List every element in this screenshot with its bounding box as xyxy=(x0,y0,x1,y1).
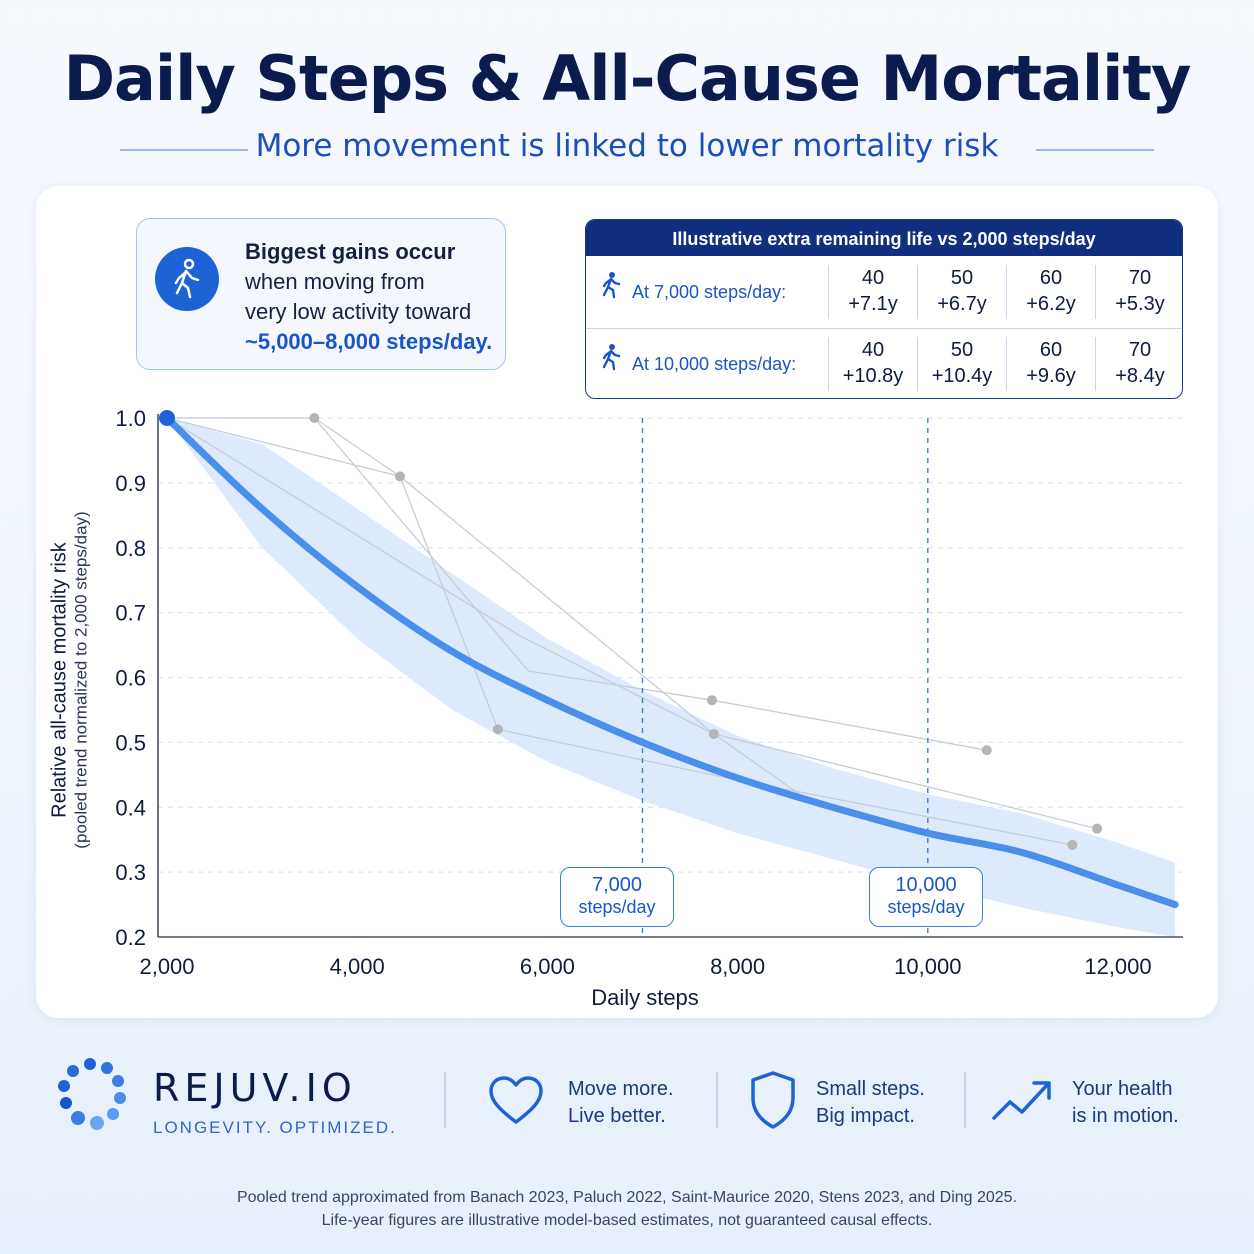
feature-health-motion: Your health is in motion. xyxy=(992,1070,1212,1134)
shield-icon xyxy=(751,1071,795,1129)
subtitle-rule-right xyxy=(1036,149,1154,151)
study-point xyxy=(1092,823,1103,834)
x-tick-label: 2,000 xyxy=(139,954,194,979)
brand-tagline: LONGEVITY. OPTIMIZED. xyxy=(153,1118,397,1137)
footnote: Pooled trend approximated from Banach 20… xyxy=(0,1186,1254,1232)
subtitle-row: More movement is linked to lower mortali… xyxy=(0,128,1254,172)
footnote-line-1: Pooled trend approximated from Banach 20… xyxy=(236,1189,1018,1206)
life-table-cell: 60 +9.6y xyxy=(1006,337,1095,391)
life-table-cell: 50 +6.7y xyxy=(917,265,1006,319)
life-table-row: At 7,000 steps/day: 40 +7.1y 50 +6.7y 60 +6… xyxy=(586,257,1182,327)
y-tick-label: 1.0 xyxy=(115,406,146,431)
life-table-row-label: At 10,000 steps/day: xyxy=(632,354,797,374)
life-table-cell: 50 +10.4y xyxy=(917,337,1006,391)
confidence-band xyxy=(167,418,1176,937)
page-title: Daily Steps & All-Cause Mortality xyxy=(63,42,1192,115)
x-tick-label: 6,000 xyxy=(520,954,575,979)
study-point xyxy=(394,471,405,482)
y-tick-label: 0.2 xyxy=(115,925,146,950)
y-tick-label: 0.5 xyxy=(115,730,146,755)
subtitle-rule-left xyxy=(120,149,248,151)
trend-line xyxy=(163,414,1179,909)
study-line xyxy=(166,417,805,799)
trend-up-icon xyxy=(992,1081,1051,1120)
brand-logo-icon xyxy=(58,1058,126,1130)
study-point xyxy=(492,724,503,735)
x-tick-label: 10,000 xyxy=(894,954,961,979)
life-table-cell: 70 +8.4y xyxy=(1095,337,1182,391)
life-table-row-label: At 7,000 steps/day: xyxy=(632,282,787,302)
study-line xyxy=(166,417,1098,830)
page-subtitle: More movement is linked to lower mortali… xyxy=(255,128,999,164)
feature-small-steps: Small steps. Big impact. xyxy=(748,1070,958,1134)
insight-callout: Biggest gains occur when moving from ver… xyxy=(136,218,506,370)
callout-line-2: when moving from xyxy=(245,269,425,294)
life-table-cell: 40 +10.8y xyxy=(828,337,917,391)
feature-move-more: Move more. Live better. xyxy=(488,1070,708,1134)
y-tick-label: 0.3 xyxy=(115,860,146,885)
y-tick-label: 0.6 xyxy=(115,666,146,691)
life-table-cell: 70 +5.3y xyxy=(1095,265,1182,319)
y-tick-label: 0.4 xyxy=(115,795,146,820)
brand-name: REJUV.IO xyxy=(153,1066,357,1110)
baseline-point xyxy=(159,410,175,426)
y-tick-label: 0.9 xyxy=(115,471,146,496)
life-years-table: Illustrative extra remaining life vs 2,0… xyxy=(585,219,1183,399)
brand-block: REJUV.IO LONGEVITY. OPTIMIZED. xyxy=(58,1058,418,1148)
x-tick-label: 12,000 xyxy=(1084,954,1151,979)
life-table-row: At 10,000 steps/day: 40 +10.8y 50 +10.4y 6… xyxy=(586,328,1182,398)
walking-icon xyxy=(600,330,626,398)
x-tick-label: 4,000 xyxy=(330,954,385,979)
x-tick-label: 8,000 xyxy=(710,954,765,979)
life-table-title: Illustrative extra remaining life vs 2,0… xyxy=(586,220,1182,256)
footer-divider xyxy=(964,1072,966,1128)
y-tick-label: 0.8 xyxy=(115,536,146,561)
study-point xyxy=(708,728,719,739)
study-point xyxy=(309,413,320,423)
x-axis-label: Daily steps xyxy=(591,985,699,1010)
callout-line-4: ~5,000–8,000 steps/day. xyxy=(245,329,493,354)
study-line xyxy=(167,417,499,730)
footnote-line-2: Life-year figures are illustrative model… xyxy=(321,1212,933,1229)
study-point xyxy=(981,745,992,756)
footer-divider xyxy=(716,1072,718,1128)
callout-line-1: Biggest gains occur xyxy=(245,239,456,264)
study-point xyxy=(1067,839,1078,850)
study-point xyxy=(706,695,717,706)
y-axis-sublabel: (pooled trend normalized to 2,000 steps/… xyxy=(71,511,91,849)
y-tick-label: 0.7 xyxy=(115,601,146,626)
life-table-cell: 40 +7.1y xyxy=(828,265,917,319)
callout-line-3: very low activity toward xyxy=(245,299,472,324)
reference-label-10000: 10,000 steps/day xyxy=(869,867,983,927)
walking-person-icon xyxy=(155,247,219,311)
footer-divider xyxy=(444,1072,446,1128)
life-table-cell: 60 +6.2y xyxy=(1006,265,1095,319)
walking-icon xyxy=(600,258,626,328)
study-line xyxy=(313,417,987,751)
y-axis-label: Relative all-cause mortality risk xyxy=(48,542,71,818)
heart-icon xyxy=(489,1076,543,1124)
reference-label-7000: 7,000 steps/day xyxy=(560,867,674,927)
